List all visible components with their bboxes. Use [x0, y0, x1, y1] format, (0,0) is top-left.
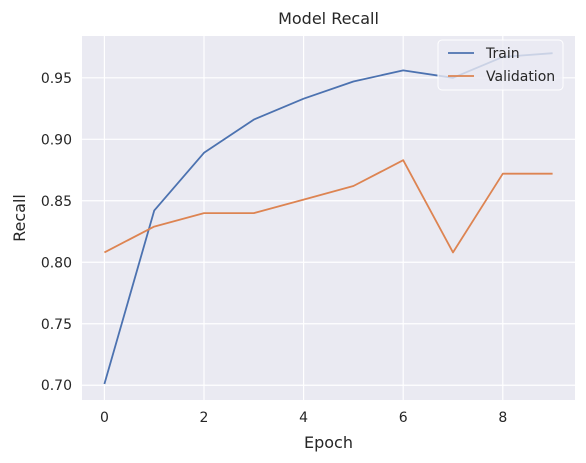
y-tick-labels: 0.70 0.75 0.80 0.85 0.90 0.95 [41, 71, 72, 394]
y-tick-label: 0.80 [41, 255, 72, 271]
y-tick-label: 0.85 [41, 194, 72, 210]
y-tick-label: 0.70 [41, 378, 72, 394]
x-tick-label: 6 [399, 410, 408, 426]
x-axis-label: Epoch [304, 433, 353, 452]
legend-entry-label: Train [485, 46, 520, 62]
chart-title: Model Recall [278, 9, 379, 28]
legend-entry-label: Validation [486, 69, 555, 85]
legend: Train Validation [437, 39, 564, 91]
x-tick-labels: 0 2 4 6 8 [100, 410, 507, 426]
x-tick-label: 8 [498, 410, 507, 426]
plot-background [82, 36, 575, 400]
y-tick-label: 0.95 [41, 71, 72, 87]
series-line-validation [103, 159, 553, 254]
x-tick-label: 0 [100, 410, 109, 426]
x-tick-label: 4 [299, 410, 308, 426]
y-tick-label: 0.90 [41, 132, 72, 148]
y-tick-label: 0.75 [41, 317, 72, 333]
y-axis-label: Recall [10, 194, 29, 242]
x-tick-label: 2 [200, 410, 209, 426]
